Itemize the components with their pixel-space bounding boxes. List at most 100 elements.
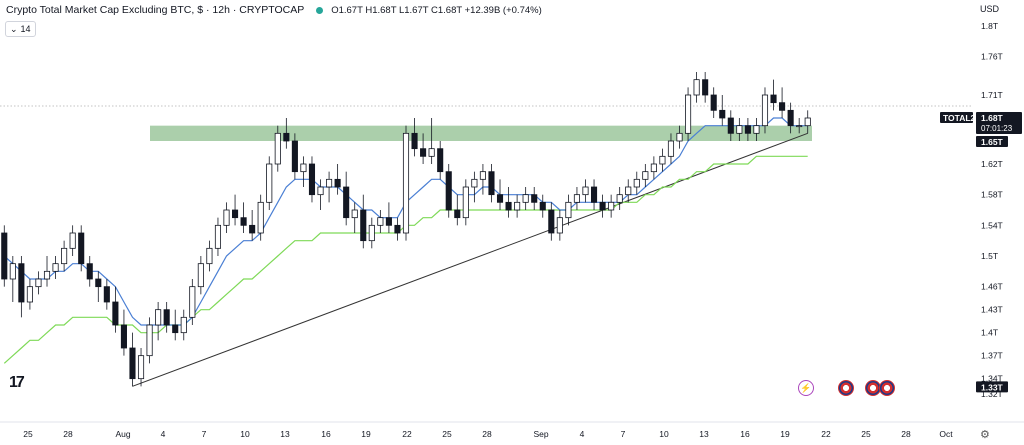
candle [172,309,179,341]
candle-body [112,301,119,326]
candle-body [625,186,632,196]
candle [804,110,811,134]
candle-body [137,355,145,380]
indicator-toggle-button[interactable]: ⌄ 14 [5,21,36,37]
time-tick-label: 28 [482,429,492,439]
candle [428,118,435,164]
candle-body [462,186,469,219]
symbol-tag [940,112,973,123]
candle [454,194,461,226]
candle [78,225,85,272]
candle [488,164,495,203]
candle [155,302,162,341]
price-tick-label: 1.8T [981,21,998,31]
candle [710,87,717,118]
candle [753,118,760,141]
time-tick-label: 28 [63,429,73,439]
candle-body [522,194,529,203]
candle [616,187,623,210]
candle [95,271,102,302]
candle [573,187,580,210]
gear-icon[interactable]: ⚙ [980,429,990,441]
candle-body [761,94,769,127]
time-tick-label: Oct [939,429,953,439]
last-price-label: 1.68T [981,113,1004,123]
zone-price-label: 1.65T [981,137,1004,147]
candle-body [189,286,196,318]
candle-body [43,270,51,280]
candle-body [95,278,102,288]
candle-body [52,263,59,272]
candle [35,271,42,295]
time-tick-label: 19 [780,429,790,439]
candle-body [616,194,623,203]
candle [334,164,341,195]
candle-body [291,140,298,173]
symbol-title[interactable]: Crypto Total Market Cap Excluding BTC, $… [6,4,305,16]
candle [539,194,546,218]
lightning-icon[interactable]: ⚡ [798,380,814,396]
candle-body [103,286,110,303]
trendline-segment [132,132,808,387]
candle-body [753,125,760,134]
time-tick-label: 7 [202,429,207,439]
candle-body [479,171,486,180]
candle-body [565,201,572,219]
candle [761,87,769,134]
candle [69,225,76,256]
candle [189,279,196,325]
trendline [132,132,808,387]
candle-body [650,163,657,173]
tradingview-logo[interactable]: 17 [9,374,25,391]
candle-body [283,132,290,142]
candle [719,95,726,126]
candle-body [240,217,247,226]
time-tick-label: 22 [402,429,412,439]
time-tick-label: 25 [861,429,871,439]
candle-body [744,125,751,134]
price-tick-label: 1.32T [981,389,1003,399]
candle [274,125,281,172]
candle [642,164,649,187]
candle-body [351,209,358,219]
candle [163,302,170,333]
candle [232,194,239,226]
last-price-tag [976,112,1022,134]
candle-body [727,117,734,134]
candle [103,279,110,310]
candle-body [548,209,555,234]
candle-body [531,194,538,203]
candle [770,79,777,111]
candle-body [488,171,495,196]
candle [249,210,256,241]
candle [146,317,153,364]
currency-selector[interactable]: USD [980,4,1000,14]
time-tick-label: 22 [821,429,831,439]
candle-body [573,194,580,203]
candle [360,194,367,249]
time-tick-label: 13 [699,429,709,439]
candle [343,171,350,226]
us-flag-icon[interactable] [879,380,895,396]
candle [326,171,333,203]
candle [633,171,640,195]
candle [112,286,119,333]
price-tick-label: 1.43T [981,305,1003,315]
us-flag-icon[interactable] [838,380,854,396]
candle [402,125,410,241]
candle-body [257,201,264,234]
candle-body [420,148,427,157]
candle-body [35,278,42,288]
candle [531,187,538,210]
candle-body [155,309,162,326]
candle-body [719,109,726,119]
ohlc-readout: O1.67T H1.68T L1.67T C1.68T +12.39B (+0.… [331,4,542,16]
candle-body [556,217,563,234]
candle [787,102,794,134]
candle [514,194,521,218]
price-tick-label: 1.46T [981,282,1003,292]
candle-body [514,201,521,211]
candle-body [172,324,179,334]
candle [727,110,734,141]
